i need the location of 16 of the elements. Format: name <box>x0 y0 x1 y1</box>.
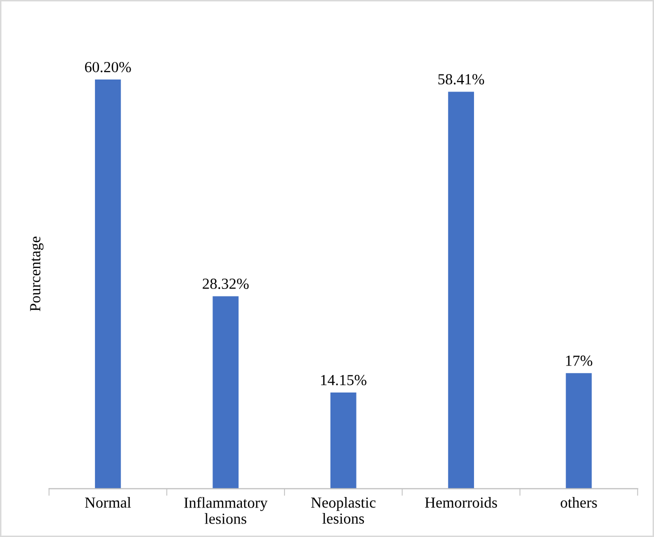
x-tick-label: Normal <box>85 497 131 508</box>
data-label: 28.32% <box>202 278 249 289</box>
x-tick-label: Hemorroids <box>425 497 498 508</box>
data-label: 60.20% <box>85 62 131 72</box>
x-tick-label: Neoplastic lesions <box>311 497 376 524</box>
data-label: 14.15% <box>321 374 366 386</box>
y-axis-title: Pourcentage <box>30 236 44 312</box>
bar <box>448 92 474 489</box>
x-tick-label: Inflammatory lesions <box>184 497 268 524</box>
bar <box>566 373 592 489</box>
data-label: 58.41% <box>438 74 484 84</box>
bar <box>94 80 121 489</box>
bar <box>330 392 356 489</box>
bar <box>212 296 239 489</box>
x-tick-label: others <box>560 497 597 508</box>
data-label: 17% <box>566 356 592 366</box>
